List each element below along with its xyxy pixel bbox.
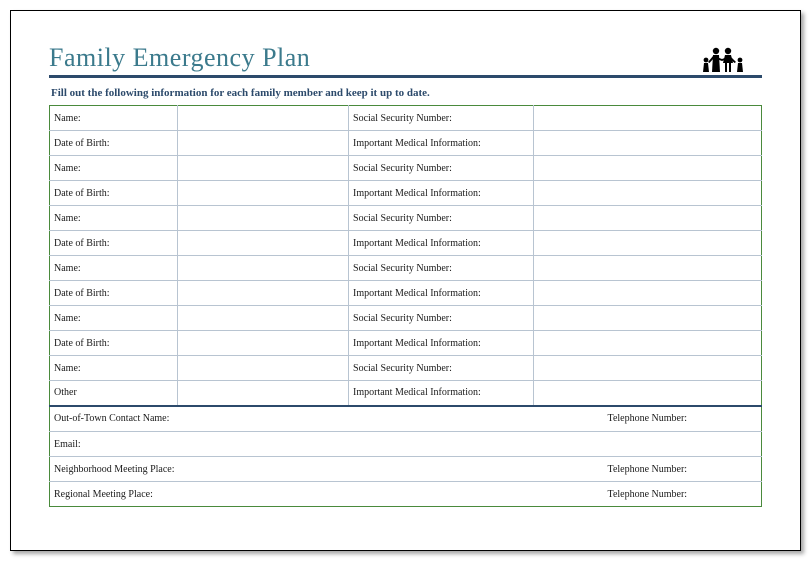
cell-label: Social Security Number: [349,106,534,131]
page-title: Family Emergency Plan [49,43,310,73]
table-row: Name: Social Security Number: [50,306,762,331]
document-page: Family Emergency Plan [10,10,801,551]
cell-label: Telephone Number: [534,407,762,432]
cell-label: Date of Birth: [50,231,178,256]
cell-value [534,156,762,181]
table-row: Date of Birth: Important Medical Informa… [50,231,762,256]
cell-value [349,432,534,457]
cell-label: Email: [50,432,349,457]
cell-value [534,181,762,206]
table-row: Date of Birth: Important Medical Informa… [50,131,762,156]
cell-label: Social Security Number: [349,356,534,381]
cell-value [178,381,349,406]
table-row: Name: Social Security Number: [50,206,762,231]
cell-label: Name: [50,156,178,181]
cell-value [534,331,762,356]
cell-label: Important Medical Information: [349,181,534,206]
table-row: Other Important Medical Information: [50,381,762,406]
cell-value [178,181,349,206]
table-row: Date of Birth: Important Medical Informa… [50,331,762,356]
cell-value [534,256,762,281]
cell-value [178,131,349,156]
cell-label: Name: [50,356,178,381]
cell-label: Date of Birth: [50,181,178,206]
cell-label: Telephone Number: [534,457,762,482]
contact-table: Out-of-Town Contact Name: Telephone Numb… [49,407,762,508]
cell-label: Important Medical Information: [349,231,534,256]
cell-label: Name: [50,306,178,331]
cell-value [178,331,349,356]
table-row: Out-of-Town Contact Name: Telephone Numb… [50,407,762,432]
cell-label: Important Medical Information: [349,331,534,356]
cell-label: Social Security Number: [349,256,534,281]
cell-label: Important Medical Information: [349,281,534,306]
cell-label: Name: [50,256,178,281]
table-row: Name: Social Security Number: [50,106,762,131]
cell-label: Social Security Number: [349,306,534,331]
cell-value [349,407,534,432]
table-row: Date of Birth: Important Medical Informa… [50,181,762,206]
table-row: Neighborhood Meeting Place: Telephone Nu… [50,457,762,482]
cell-value [534,281,762,306]
cell-label: Name: [50,106,178,131]
cell-label: Out-of-Town Contact Name: [50,407,349,432]
cell-label: Social Security Number: [349,206,534,231]
table-row: Name: Social Security Number: [50,256,762,281]
cell-value [534,381,762,406]
cell-label: Regional Meeting Place: [50,482,349,507]
cell-value [178,231,349,256]
table-row: Email: [50,432,762,457]
cell-value [534,206,762,231]
cell-label: Important Medical Information: [349,381,534,406]
table-row: Name: Social Security Number: [50,356,762,381]
cell-label: Social Security Number: [349,156,534,181]
cell-label: Date of Birth: [50,281,178,306]
cell-value [178,256,349,281]
cell-value [178,206,349,231]
member-table: Name: Social Security Number: Date of Bi… [49,105,762,407]
cell-label: Date of Birth: [50,331,178,356]
cell-label [534,432,762,457]
cell-value [178,106,349,131]
cell-label: Neighborhood Meeting Place: [50,457,349,482]
cell-value [178,306,349,331]
family-icon [700,43,752,73]
cell-value [534,106,762,131]
cell-value [178,281,349,306]
subtitle: Fill out the following information for e… [49,84,762,105]
cell-value [349,482,534,507]
table-row: Regional Meeting Place: Telephone Number… [50,482,762,507]
cell-value [534,306,762,331]
cell-value [178,156,349,181]
cell-value [349,457,534,482]
cell-label: Name: [50,206,178,231]
cell-label: Important Medical Information: [349,131,534,156]
cell-label: Other [50,381,178,406]
cell-value [534,356,762,381]
cell-label: Telephone Number: [534,482,762,507]
table-row: Date of Birth: Important Medical Informa… [50,281,762,306]
cell-value [534,231,762,256]
cell-value [534,131,762,156]
header: Family Emergency Plan [49,43,762,78]
table-row: Name: Social Security Number: [50,156,762,181]
cell-label: Date of Birth: [50,131,178,156]
cell-value [178,356,349,381]
